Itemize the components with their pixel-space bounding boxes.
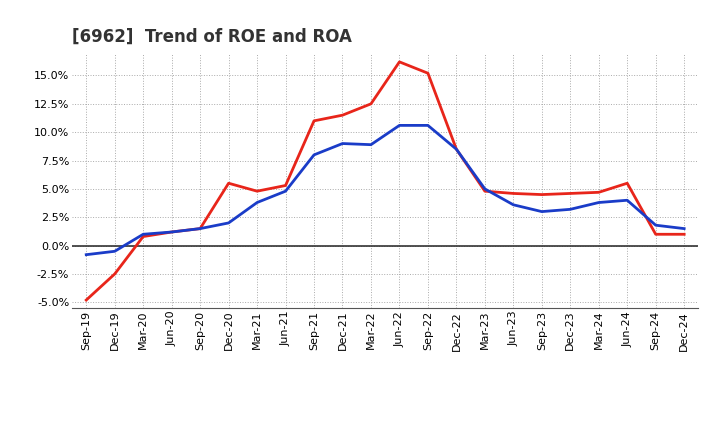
ROE: [167, 229, 176, 235]
ROE: [423, 70, 432, 76]
Line: ROE: ROE: [86, 62, 684, 300]
ROE: [253, 188, 261, 194]
ROE: [566, 191, 575, 196]
ROE: [595, 190, 603, 195]
ROE: [110, 271, 119, 277]
ROE: [452, 147, 461, 152]
ROA: [366, 142, 375, 147]
Text: [6962]  Trend of ROE and ROA: [6962] Trend of ROE and ROA: [72, 28, 352, 46]
ROA: [652, 223, 660, 228]
ROE: [225, 180, 233, 186]
ROE: [338, 113, 347, 118]
ROA: [680, 226, 688, 231]
ROE: [310, 118, 318, 124]
ROE: [537, 192, 546, 197]
Line: ROA: ROA: [86, 125, 684, 255]
ROA: [509, 202, 518, 207]
ROA: [423, 123, 432, 128]
ROA: [196, 226, 204, 231]
ROA: [310, 152, 318, 158]
ROA: [139, 231, 148, 237]
ROA: [225, 220, 233, 226]
ROA: [480, 186, 489, 191]
ROA: [623, 198, 631, 203]
ROA: [282, 188, 290, 194]
ROA: [537, 209, 546, 214]
ROA: [566, 207, 575, 212]
ROE: [509, 191, 518, 196]
ROE: [680, 231, 688, 237]
ROE: [366, 101, 375, 106]
ROA: [167, 229, 176, 235]
ROE: [623, 180, 631, 186]
ROA: [253, 200, 261, 205]
ROE: [139, 234, 148, 239]
ROE: [480, 188, 489, 194]
ROA: [110, 249, 119, 254]
ROE: [196, 226, 204, 231]
ROE: [82, 297, 91, 303]
ROE: [652, 231, 660, 237]
ROE: [395, 59, 404, 65]
ROA: [395, 123, 404, 128]
ROA: [338, 141, 347, 146]
ROA: [82, 252, 91, 257]
ROA: [595, 200, 603, 205]
ROE: [282, 183, 290, 188]
ROA: [452, 147, 461, 152]
